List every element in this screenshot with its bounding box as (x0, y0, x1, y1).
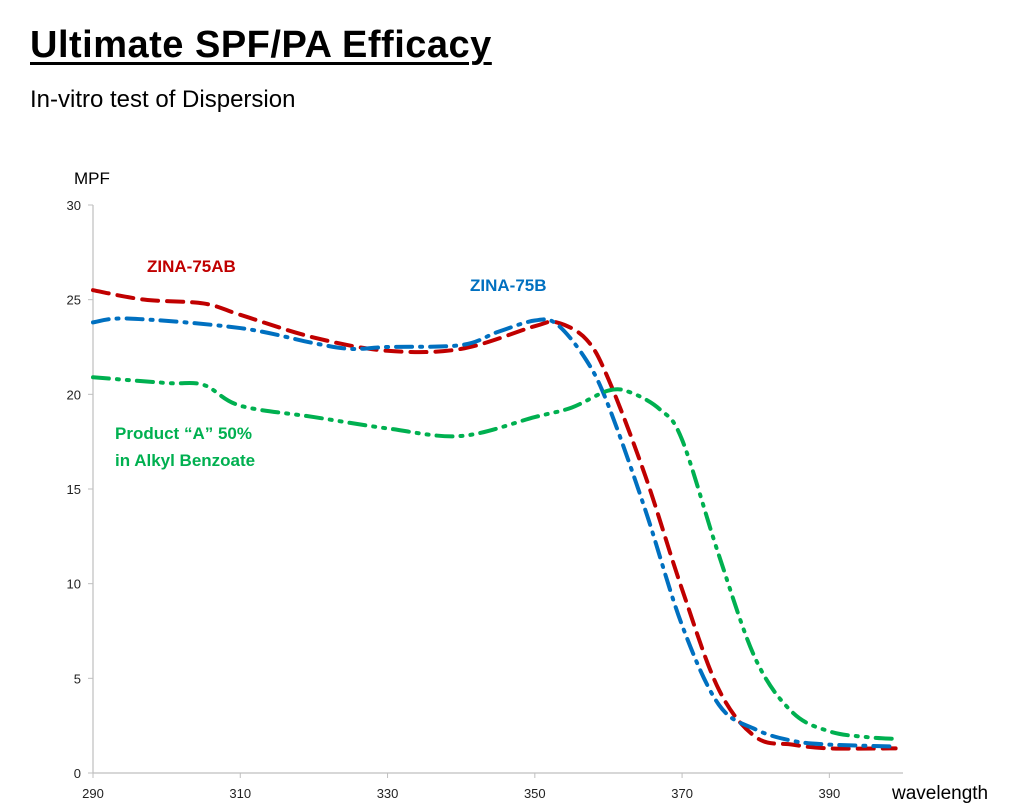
label-zina-75ab: ZINA-75AB (147, 257, 236, 276)
y-tick-label: 5 (74, 671, 81, 686)
slide-title: Ultimate SPF/PA Efficacy (30, 24, 492, 66)
y-tick-label: 10 (67, 577, 81, 592)
y-tick-label: 30 (67, 198, 81, 213)
x-tick-label: 370 (671, 786, 693, 801)
slide-subtitle: In-vitro test of Dispersion (30, 86, 296, 113)
x-axis-label: wavelength (891, 783, 988, 804)
y-tick-label: 15 (67, 482, 81, 497)
x-tick-label: 290 (82, 786, 104, 801)
series-line-1 (91, 316, 898, 749)
series-line-2 (91, 375, 898, 741)
y-axis-label: MPF (74, 169, 110, 188)
label-zina-75b: ZINA-75B (470, 276, 547, 295)
x-tick-label: 390 (819, 786, 841, 801)
series-line-0 (91, 288, 898, 751)
y-tick-label: 20 (67, 387, 81, 402)
y-tick-label: 0 (74, 766, 81, 781)
label-product-a-line2: in Alkyl Benzoate (115, 451, 255, 470)
x-tick-label: 350 (524, 786, 546, 801)
x-tick-label: 330 (377, 786, 399, 801)
label-product-a-line1: Product “A” 50% (115, 424, 252, 443)
y-tick-label: 25 (67, 293, 81, 308)
x-tick-label: 310 (229, 786, 251, 801)
